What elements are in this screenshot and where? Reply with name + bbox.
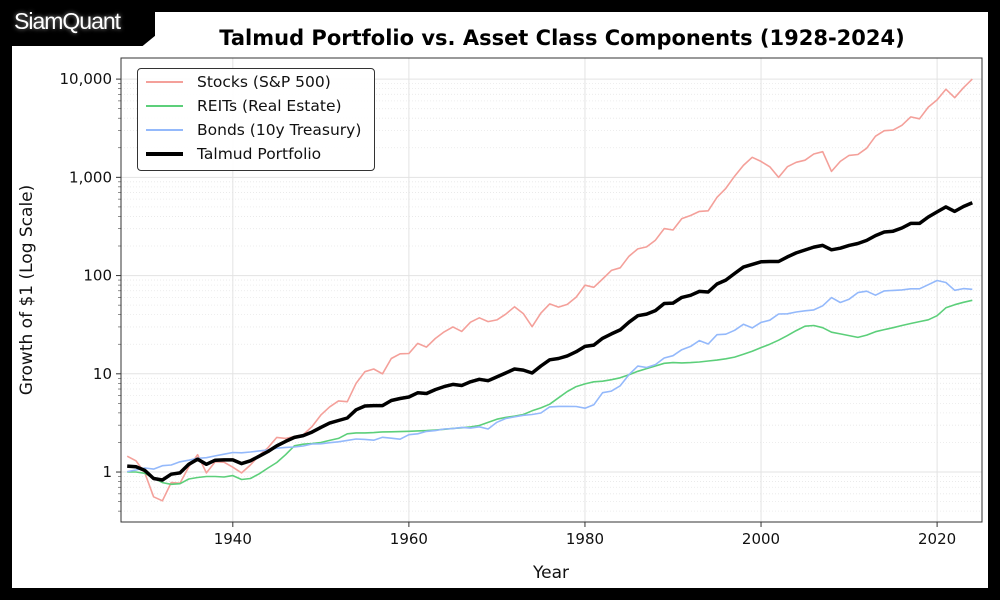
siamquant-logo: SiamQuant [0,0,155,46]
y-axis-label: Growth of $1 (Log Scale) [17,185,37,396]
x-tick-label: 2000 [742,530,780,548]
y-tick-label: 1,000 [69,168,112,186]
series-line-reits-real-estate [127,299,973,486]
legend-label: Talmud Portfolio [197,145,322,163]
y-tick-label: 1 [102,463,112,481]
legend-item-stocks: Stocks (S&P 500) [146,70,331,94]
x-tick-label: 1960 [390,530,428,548]
legend-item-talmud: Talmud Portfolio [146,142,321,166]
legend-label: Stocks (S&P 500) [197,73,331,91]
chart-title: Talmud Portfolio vs. Asset Class Compone… [219,26,905,50]
legend-item-reits: REITs (Real Estate) [146,94,342,118]
series-line-stocks-s-p-500 [126,78,973,502]
y-tick-label: 10 [93,365,112,383]
legend-label: REITs (Real Estate) [197,97,342,115]
legend-swatch [146,152,183,156]
legend-label: Bonds (10y Treasury) [197,121,362,139]
x-axis-label: Year [532,563,569,583]
y-tick-label: 10,000 [60,70,113,88]
legend-swatch [146,81,183,83]
logo-text: SiamQuant [14,8,121,34]
y-tick-label: 100 [83,267,112,285]
legend: Stocks (S&P 500) REITs (Real Estate) Bon… [137,68,375,171]
series-line-talmud-portfolio [127,201,973,482]
plot-frame [120,57,983,523]
x-tick-label: 2020 [918,530,956,548]
series-line-bonds-10y-treasury [127,279,973,473]
legend-swatch [146,129,183,131]
legend-swatch [146,105,183,107]
x-tick-label: 1940 [214,530,252,548]
legend-item-bonds: Bonds (10y Treasury) [146,118,361,142]
x-tick-label: 1980 [566,530,604,548]
